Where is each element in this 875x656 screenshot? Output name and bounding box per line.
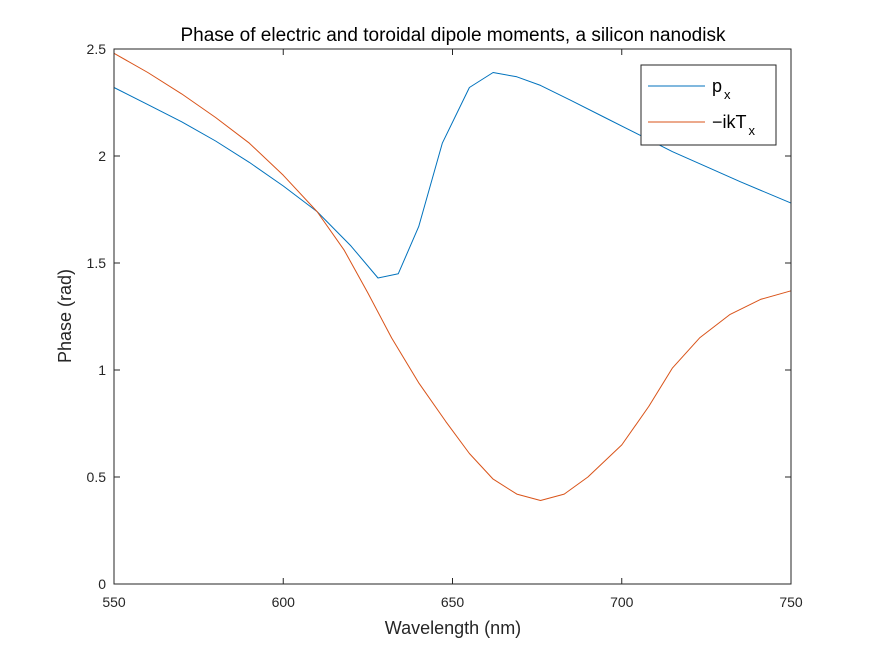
x-tick-label: 600 [272, 594, 296, 610]
y-axis-label: Phase (rad) [55, 269, 75, 363]
x-tick-label: 650 [441, 594, 465, 610]
y-tick-label: 2.5 [87, 41, 107, 57]
y-tick-label: 1.5 [87, 255, 107, 271]
x-tick-label: 700 [610, 594, 634, 610]
y-tick-label: 0 [98, 576, 106, 592]
legend-label-ikt-main: −ikT [712, 112, 747, 132]
x-axis: 550 600 650 700 750 [102, 49, 803, 610]
legend-label-px-sub: x [724, 87, 731, 102]
y-tick-label: 0.5 [87, 469, 107, 485]
chart-title: Phase of electric and toroidal dipole mo… [181, 25, 726, 46]
y-axis: 0 0.5 1 1.5 2 2.5 [87, 41, 791, 592]
legend-label-px-main: p [712, 76, 722, 96]
legend-label-ikt-sub: x [749, 123, 756, 138]
y-tick-label: 2 [98, 148, 106, 164]
legend-label-ikt: −ikT x [712, 112, 756, 138]
y-tick-label: 1 [98, 362, 106, 378]
x-tick-label: 750 [779, 594, 803, 610]
x-tick-label: 550 [102, 594, 126, 610]
series-line-ikt [113, 52, 792, 501]
x-axis-label: Wavelength (nm) [385, 618, 521, 638]
legend-box [640, 64, 777, 146]
